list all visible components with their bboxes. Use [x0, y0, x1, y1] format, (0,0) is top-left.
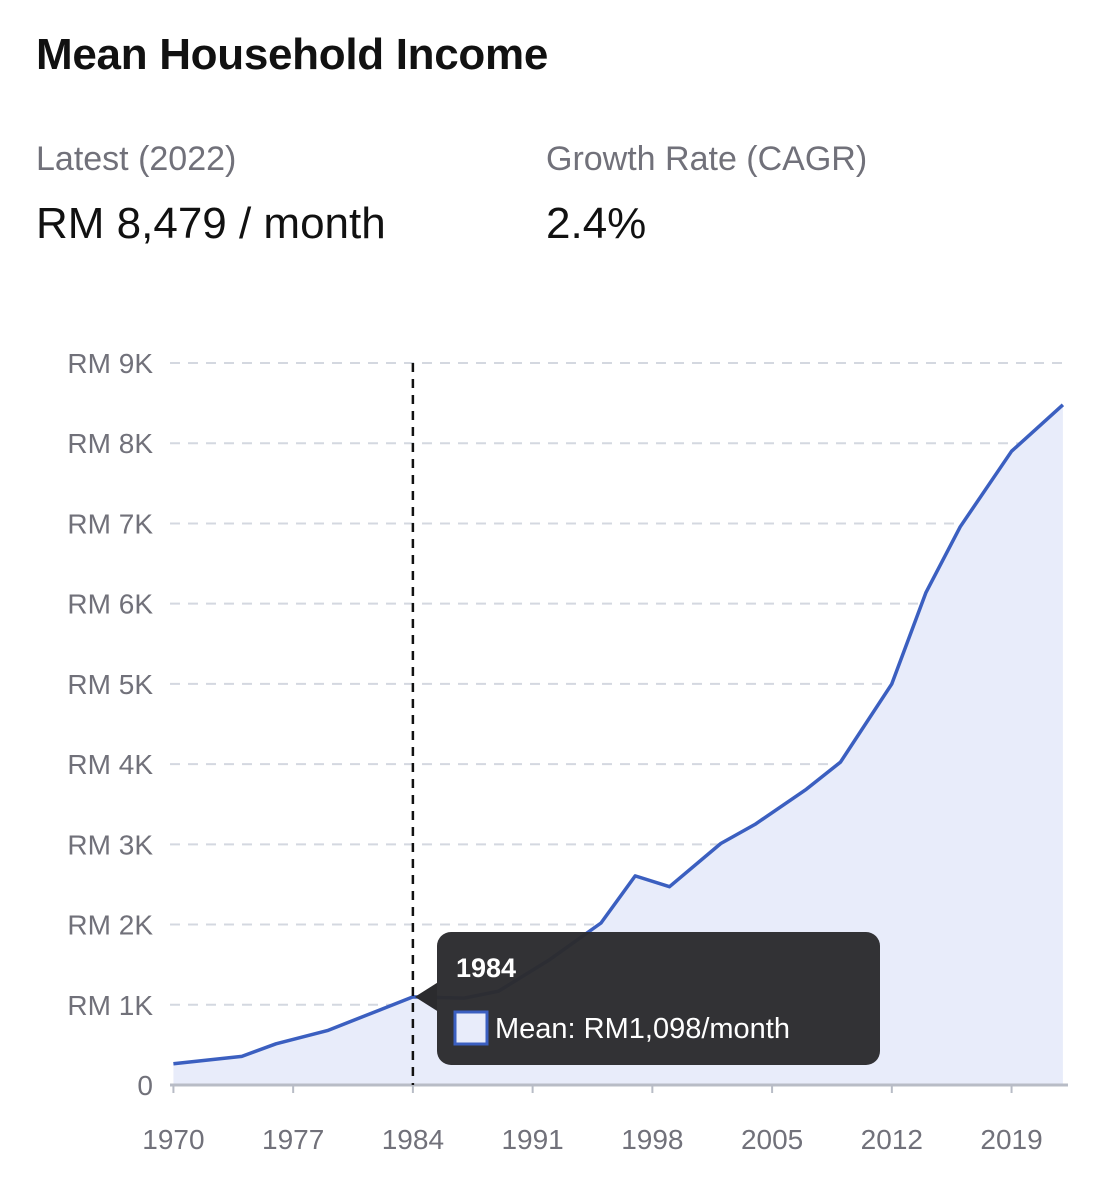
y-tick-label: RM 9K [67, 348, 153, 379]
latest-stat: Latest (2022) RM 8,479 / month [36, 140, 386, 249]
x-tick-label: 1998 [621, 1124, 683, 1155]
y-tick-label: 0 [137, 1070, 153, 1101]
x-tick-label: 1977 [262, 1124, 324, 1155]
latest-value: RM 8,479 / month [36, 199, 386, 248]
x-tick-label: 2019 [980, 1124, 1042, 1155]
y-tick-label: RM 2K [67, 910, 153, 941]
y-tick-label: RM 5K [67, 669, 153, 700]
growth-value: 2.4% [546, 199, 647, 248]
series-area [173, 404, 1063, 1085]
tooltip-year: 1984 [456, 953, 516, 983]
tooltip-swatch [453, 1010, 489, 1046]
y-tick-label: RM 4K [67, 749, 153, 780]
y-tick-label: RM 6K [67, 589, 153, 620]
x-tick-label: 1970 [142, 1124, 204, 1155]
x-tick-label: 1991 [501, 1124, 563, 1155]
y-tick-label: RM 8K [67, 428, 153, 459]
x-tick-label: 2005 [741, 1124, 803, 1155]
tooltip-box [437, 932, 880, 1065]
chart-title: Mean Household Income [36, 30, 548, 79]
growth-stat: Growth Rate (CAGR) 2.4% [546, 140, 867, 249]
growth-label: Growth Rate (CAGR) [546, 140, 868, 178]
x-tick-label: 1984 [382, 1124, 444, 1155]
x-tick-label: 2012 [861, 1124, 923, 1155]
latest-label: Latest (2022) [36, 140, 237, 178]
tooltip-pointer [414, 982, 437, 1011]
series-line-mean [173, 403, 1065, 1066]
y-tick-label: RM 3K [67, 829, 153, 860]
y-tick-label: RM 7K [67, 508, 153, 539]
tooltip: 1984 Mean: RM1,098/month [414, 932, 880, 1065]
tooltip-text: Mean: RM1,098/month [495, 1013, 790, 1045]
y-tick-label: RM 1K [67, 990, 153, 1021]
